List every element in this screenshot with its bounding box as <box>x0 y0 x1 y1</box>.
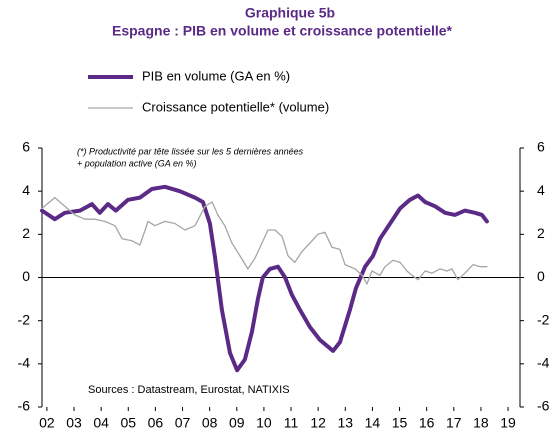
series-line <box>40 184 489 373</box>
y-tick-label: -4 <box>18 355 31 371</box>
y-tick-label: -6 <box>18 398 31 414</box>
y2-tick-label: 0 <box>537 268 545 284</box>
annotation: + population active (GA en %) <box>77 158 196 168</box>
x-tick-label: 10 <box>256 415 272 431</box>
chart-title: Graphique 5b <box>245 5 335 21</box>
x-tick-label: 19 <box>500 415 516 431</box>
chart-subtitle: Espagne : PIB en volume et croissance po… <box>112 23 453 39</box>
x-tick-label: 14 <box>365 415 381 431</box>
x-tick-label: 16 <box>419 415 435 431</box>
legend-label: Croissance potentielle* (volume) <box>142 99 329 114</box>
x-tick-label: 07 <box>175 415 191 431</box>
x-tick-label: 18 <box>473 415 489 431</box>
x-tick-label: 13 <box>338 415 354 431</box>
series-line <box>41 196 488 285</box>
x-tick-label: 06 <box>148 415 164 431</box>
y2-tick-label: -6 <box>537 398 550 414</box>
x-tick-label: 03 <box>66 415 82 431</box>
y-tick-label: 0 <box>22 268 30 284</box>
y-tick-label: -2 <box>18 311 31 327</box>
y-tick-label: 6 <box>22 139 30 155</box>
x-tick-label: 15 <box>392 415 408 431</box>
x-tick-label: 08 <box>202 415 218 431</box>
x-tick-label: 17 <box>446 415 462 431</box>
x-tick-label: 11 <box>284 415 299 431</box>
y-tick-label: 2 <box>22 225 30 241</box>
x-tick-label: 04 <box>93 415 109 431</box>
annotation: (*) Productivité par tête lissée sur les… <box>77 146 304 156</box>
y2-tick-label: 2 <box>537 225 545 241</box>
x-tick-label: 12 <box>310 415 326 431</box>
y-tick-label: 4 <box>22 182 30 198</box>
y2-tick-label: 4 <box>537 182 545 198</box>
x-tick-label: 05 <box>120 415 136 431</box>
source-note: Sources : Datastream, Eurostat, NATIXIS <box>88 384 290 396</box>
legend-label: PIB en volume (GA en %) <box>142 68 290 83</box>
y2-tick-label: 6 <box>537 139 545 155</box>
x-tick-label: 02 <box>39 415 55 431</box>
y2-tick-label: -4 <box>537 355 550 371</box>
y2-tick-label: -2 <box>537 311 550 327</box>
x-tick-label: 09 <box>229 415 245 431</box>
